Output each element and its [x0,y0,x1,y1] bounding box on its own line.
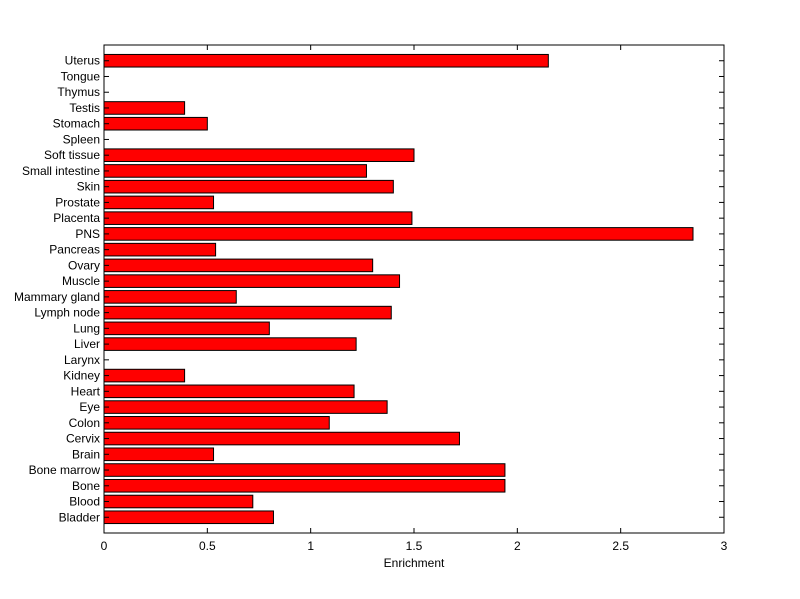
bar-eye [103,400,388,414]
category-label-small-intestine: Small intestine [22,164,100,178]
category-label-heart: Heart [71,384,101,398]
bar-bone-marrow [103,463,506,477]
category-label-blood: Blood [69,495,100,509]
x-tick-label: 2.5 [612,539,629,553]
category-label-soft-tissue: Soft tissue [44,148,100,162]
bar-brain [103,447,215,462]
bar-mammary-gland [103,290,237,304]
bar-lymph-node [103,305,392,320]
category-label-spleen: Spleen [63,132,100,146]
category-label-mammary-gland: Mammary gland [14,290,100,304]
category-label-prostate: Prostate [55,195,100,209]
bar-ovary [103,258,374,273]
bar-prostate [103,195,215,210]
category-label-uterus: Uterus [65,54,100,68]
category-label-brain: Brain [72,447,100,461]
bar-bone [103,478,506,493]
category-label-lung: Lung [73,321,100,335]
bar-pns [103,227,694,241]
category-label-liver: Liver [74,337,100,351]
bar-blood [103,494,254,509]
category-label-thymus: Thymus [57,85,100,99]
x-tick-label: 1 [307,539,314,553]
bar-cervix [103,431,460,446]
category-label-cervix: Cervix [66,432,100,446]
category-label-ovary: Ovary [68,258,100,272]
bar-skin [103,179,394,194]
bar-heart [103,384,355,399]
bar-lung [103,321,270,336]
bar-bladder [103,510,274,525]
category-label-testis: Testis [69,101,100,115]
x-tick-label: 3 [721,539,728,553]
x-tick-labels-group: 0 0.5 1 1.5 2 2.5 3 [101,539,728,553]
category-label-placenta: Placenta [53,211,100,225]
category-label-bladder: Bladder [59,510,100,524]
category-label-bone-marrow: Bone marrow [29,463,101,477]
bar-soft-tissue [103,148,415,162]
ticks-group [103,45,725,533]
x-axis-label: Enrichment [384,556,445,570]
category-label-eye: Eye [79,400,100,414]
category-label-lymph-node: Lymph node [34,306,100,320]
category-label-stomach: Stomach [53,117,100,131]
category-label-kidney: Kidney [63,369,100,383]
bar-small-intestine [103,164,367,178]
bar-liver [103,337,357,351]
x-tick-label: 1.5 [406,539,423,553]
category-label-skin: Skin [77,180,100,194]
bar-stomach [103,116,208,131]
category-label-larynx: Larynx [64,353,100,367]
category-label-muscle: Muscle [62,274,100,288]
bars-group [103,53,694,525]
x-tick-label: 0 [101,539,108,553]
bar-pancreas [103,242,217,257]
category-label-colon: Colon [69,416,100,430]
category-label-pancreas: Pancreas [49,243,100,257]
bar-placenta [103,211,413,225]
bar-kidney [103,368,186,383]
bar-testis [103,101,186,115]
bar-colon [103,416,330,430]
category-label-pns: PNS [75,227,100,241]
x-tick-label: 0.5 [199,539,216,553]
bar-muscle [103,274,401,288]
bar-uterus [103,53,549,68]
category-label-bone: Bone [72,479,100,493]
category-label-tongue: Tongue [61,69,101,83]
x-tick-label: 2 [514,539,521,553]
